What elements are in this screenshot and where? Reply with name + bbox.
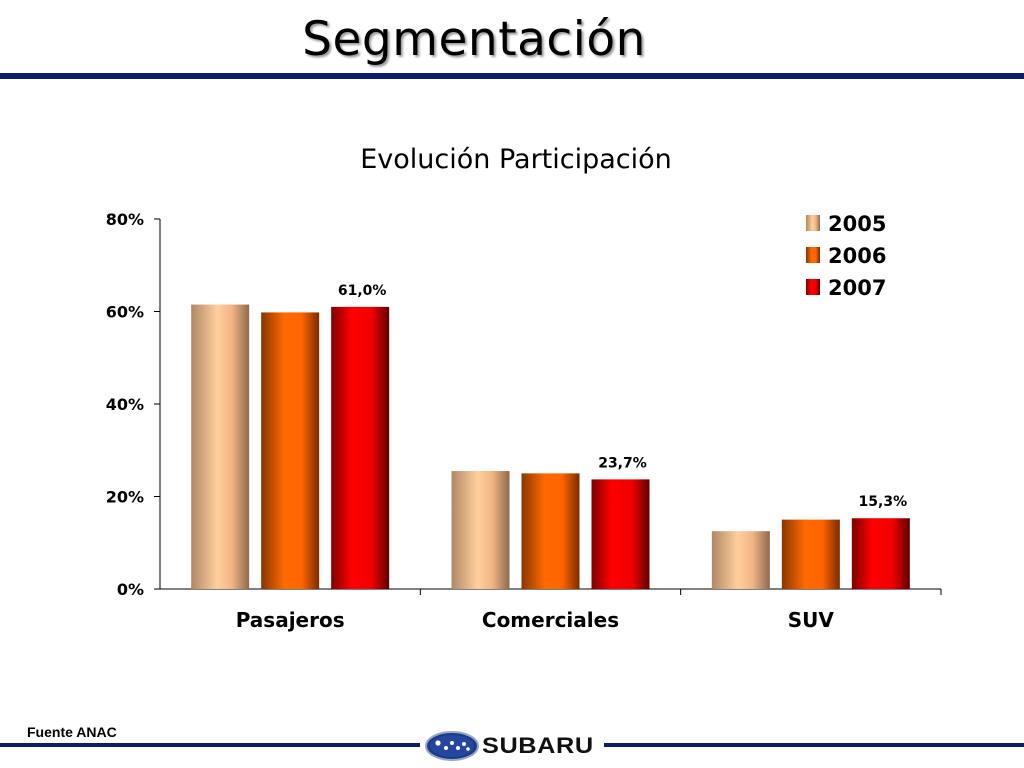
y-tick-label: 60% <box>106 303 144 322</box>
source-note: Fuente ANAC <box>27 724 117 740</box>
legend-swatch-2007 <box>806 279 820 295</box>
x-tick-label: Pasajeros <box>236 608 345 632</box>
brand-name: SUBARU <box>482 733 594 758</box>
legend-label-2007: 2007 <box>828 276 886 300</box>
legend-swatch-2006 <box>806 247 820 263</box>
y-tick-label: 40% <box>106 395 144 414</box>
bar-2005-pasajeros <box>191 304 250 589</box>
bar-2006-comerciales <box>521 473 580 589</box>
footer-rule-left <box>0 743 420 747</box>
subaru-emblem-icon <box>425 731 479 761</box>
legend-label-2006: 2006 <box>828 244 886 268</box>
bar-2005-comerciales <box>451 471 510 589</box>
legend-swatch-2005 <box>806 215 820 231</box>
slide-title: Segmentación <box>302 12 646 67</box>
data-label: 23,7% <box>598 455 647 471</box>
subaru-logo: SUBARU <box>424 728 602 764</box>
x-tick-label: Comerciales <box>482 608 619 632</box>
bar-2005-suv <box>711 531 770 589</box>
bar-2006-pasajeros <box>261 312 320 589</box>
bar-2007-comerciales <box>591 479 650 589</box>
data-label: 15,3% <box>859 494 908 510</box>
bar-2007-suv <box>851 518 910 589</box>
footer-rule-right <box>604 743 1024 747</box>
chart-title: Evolución Participación <box>360 144 672 175</box>
bar-2007-pasajeros <box>331 306 390 589</box>
title-rule <box>0 73 1024 79</box>
y-tick-label: 80% <box>106 210 144 229</box>
data-label: 61,0% <box>338 283 387 299</box>
chart-data-labels: 61,0% 23,7% 15,3% <box>338 283 907 510</box>
bar-2006-suv <box>781 519 840 589</box>
chart-legend: 2005 2006 2007 <box>806 212 886 300</box>
y-tick-label: 20% <box>106 488 144 507</box>
chart-bars <box>191 304 910 589</box>
x-tick-label: SUV <box>788 608 835 632</box>
y-tick-label: 0% <box>117 580 144 599</box>
legend-label-2005: 2005 <box>828 212 886 236</box>
